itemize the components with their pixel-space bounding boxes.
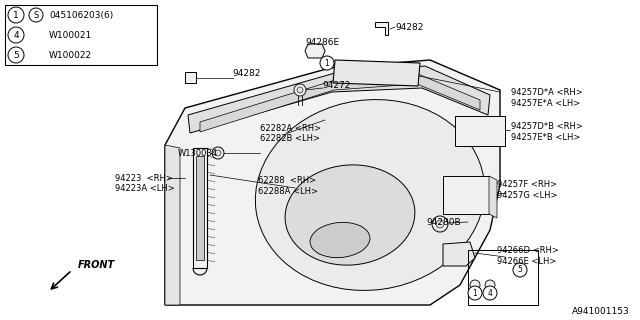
Ellipse shape	[310, 222, 370, 258]
Circle shape	[320, 56, 334, 70]
Text: 94257F <RH>: 94257F <RH>	[497, 180, 557, 188]
Text: W100022: W100022	[49, 51, 92, 60]
Polygon shape	[375, 22, 388, 35]
Text: 94286E: 94286E	[305, 37, 339, 46]
Bar	[193, 148, 207, 268]
Text: 94257G <LH>: 94257G <LH>	[497, 190, 557, 199]
Polygon shape	[305, 44, 325, 58]
Polygon shape	[333, 60, 420, 86]
Text: 4: 4	[488, 289, 492, 298]
Polygon shape	[200, 74, 480, 132]
Circle shape	[215, 150, 221, 156]
Text: 94257E*B <LH>: 94257E*B <LH>	[511, 132, 580, 141]
Circle shape	[513, 263, 527, 277]
Polygon shape	[185, 72, 196, 83]
Polygon shape	[188, 66, 490, 133]
Text: 94266E <LH>: 94266E <LH>	[497, 257, 556, 266]
Circle shape	[212, 147, 224, 159]
Text: 94223  <RH>: 94223 <RH>	[115, 173, 173, 182]
Circle shape	[470, 280, 480, 290]
Text: 62282A <RH>: 62282A <RH>	[260, 124, 321, 132]
Text: FRONT: FRONT	[78, 260, 115, 270]
Text: 94257D*B <RH>: 94257D*B <RH>	[511, 122, 583, 131]
Polygon shape	[443, 242, 475, 266]
Text: 62282B <LH>: 62282B <LH>	[260, 133, 320, 142]
Text: 94223A <LH>: 94223A <LH>	[115, 183, 175, 193]
Text: 1: 1	[324, 59, 330, 68]
Circle shape	[29, 8, 43, 22]
Text: 94282: 94282	[232, 68, 260, 77]
Ellipse shape	[255, 100, 484, 291]
Text: 94257D*A <RH>: 94257D*A <RH>	[511, 87, 583, 97]
Polygon shape	[165, 60, 500, 305]
Ellipse shape	[285, 165, 415, 265]
Text: 94272: 94272	[322, 81, 350, 90]
Text: 045106203(6): 045106203(6)	[49, 11, 113, 20]
Text: 94266D <RH>: 94266D <RH>	[497, 245, 559, 254]
Circle shape	[485, 280, 495, 290]
Text: W100021: W100021	[49, 30, 92, 39]
Bar	[5, 5, 157, 65]
Text: 1: 1	[472, 289, 477, 298]
Circle shape	[432, 216, 448, 232]
Bar	[196, 156, 204, 260]
Text: 62288A <LH>: 62288A <LH>	[258, 187, 318, 196]
Text: 5: 5	[13, 51, 19, 60]
Circle shape	[8, 27, 24, 43]
Text: 94257E*A <LH>: 94257E*A <LH>	[511, 99, 580, 108]
Bar	[443, 176, 489, 214]
Polygon shape	[165, 145, 180, 305]
Text: 94280B: 94280B	[426, 218, 461, 227]
Bar	[468, 250, 538, 305]
Text: 5: 5	[518, 266, 522, 275]
Text: 94282: 94282	[395, 22, 424, 31]
Text: W130034: W130034	[178, 148, 218, 157]
Text: S: S	[33, 11, 38, 20]
Circle shape	[294, 84, 306, 96]
Text: A941001153: A941001153	[572, 308, 630, 316]
Circle shape	[483, 286, 497, 300]
Circle shape	[436, 220, 444, 228]
Polygon shape	[489, 176, 497, 218]
Circle shape	[8, 7, 24, 23]
Circle shape	[468, 286, 482, 300]
Circle shape	[297, 87, 303, 93]
Text: 4: 4	[13, 30, 19, 39]
Circle shape	[8, 47, 24, 63]
Text: 62288  <RH>: 62288 <RH>	[258, 175, 316, 185]
Text: 1: 1	[13, 11, 19, 20]
Bar	[455, 116, 505, 146]
